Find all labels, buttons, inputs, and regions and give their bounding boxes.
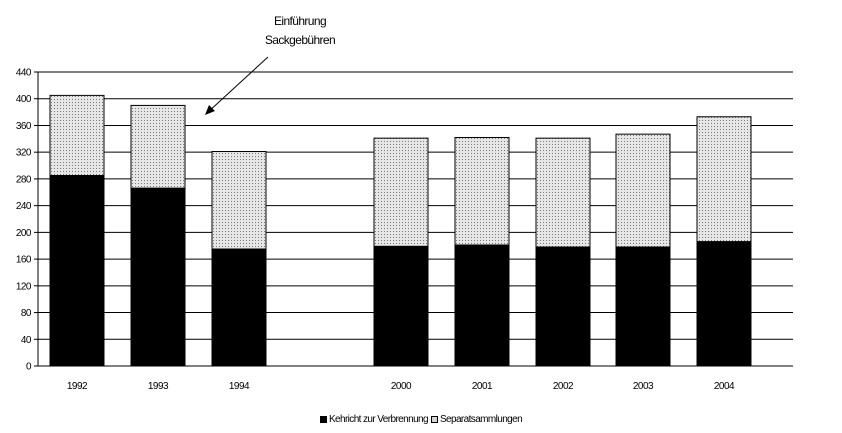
bar-separatsammlungen <box>615 133 671 248</box>
bar-separatsammlungen <box>535 137 591 248</box>
y-tick-label: 400 <box>16 94 32 105</box>
y-tick-label: 40 <box>21 335 32 346</box>
y-tick-label: 160 <box>16 255 32 266</box>
bar-kehricht <box>373 245 429 367</box>
y-tick-label: 200 <box>16 228 32 239</box>
x-axis-ticks: 1992 1993 1994 2000 2001 2002 2003 2004 <box>38 365 793 392</box>
y-tick-label: 320 <box>16 148 32 159</box>
bar-separatsammlungen <box>49 94 105 177</box>
bar-separatsammlungen <box>696 116 752 243</box>
annotation: Einführung Sackgebühren <box>240 12 360 50</box>
x-tick-label: 1994 <box>229 381 250 392</box>
bar-kehricht <box>615 246 671 367</box>
bar-kehricht <box>130 187 186 367</box>
legend-swatch-kehricht <box>319 416 327 423</box>
bar-kehricht <box>211 248 267 367</box>
legend-swatch-separat <box>430 416 438 423</box>
bar-kehricht <box>454 244 510 367</box>
x-tick-label: 1992 <box>67 381 88 392</box>
bar-separatsammlungen <box>211 151 267 250</box>
y-tick-label: 360 <box>16 121 32 132</box>
annotation-line-2: Sackgebühren <box>264 33 336 47</box>
annotation-arrow <box>205 56 269 115</box>
x-tick-label: 2003 <box>633 381 654 392</box>
legend: Kehricht zur Verbrennung Separatsammlunge… <box>0 414 842 425</box>
annotation-line-1: Einführung <box>273 14 327 28</box>
legend-label-separat: Separatsammlungen <box>439 414 523 425</box>
bar-separatsammlungen <box>130 104 186 189</box>
y-axis-ticks: 0 40 80 120 160 200 240 280 320 360 400 440 <box>16 68 39 373</box>
x-tick-label: 2004 <box>714 381 735 392</box>
y-tick-label: 80 <box>21 308 32 319</box>
y-tick-label: 280 <box>16 174 32 185</box>
bar-kehricht <box>535 246 591 367</box>
y-tick-label: 240 <box>16 201 32 212</box>
x-tick-label: 2001 <box>472 381 493 392</box>
y-tick-label: 120 <box>16 281 32 292</box>
x-tick-label: 2002 <box>553 381 574 392</box>
x-tick-label: 1993 <box>148 381 169 392</box>
bars <box>49 94 752 367</box>
y-tick-label: 440 <box>16 68 32 79</box>
y-tick-label: 0 <box>26 362 32 373</box>
legend-label-kehricht: Kehricht zur Verbrennung <box>328 414 429 425</box>
x-tick-label: 2000 <box>391 381 412 392</box>
bar-separatsammlungen <box>373 137 429 247</box>
bar-separatsammlungen <box>454 136 510 246</box>
bar-kehricht <box>49 175 105 367</box>
bar-kehricht <box>696 241 752 367</box>
